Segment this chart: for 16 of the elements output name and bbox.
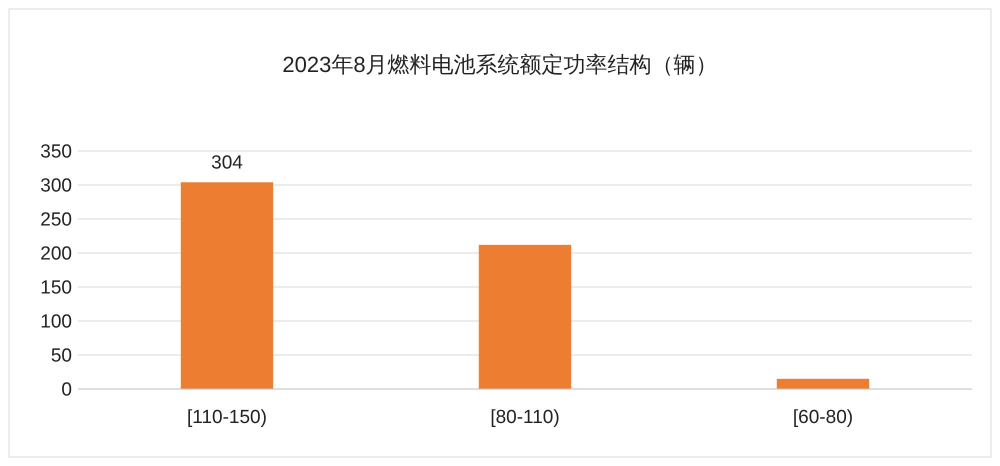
bar <box>180 182 274 389</box>
x-tick-label: [80-110) <box>490 407 560 428</box>
y-tick-label: 200 <box>40 244 72 265</box>
chart-title: 2023年8月燃料电池系统额定功率结构（辆） <box>282 52 718 77</box>
data-label: 304 <box>211 152 244 174</box>
y-tick-label: 100 <box>40 312 72 333</box>
y-tick-label: 300 <box>40 176 72 197</box>
bar <box>776 378 870 389</box>
bar <box>478 244 572 389</box>
y-tick-label: 0 <box>61 380 72 401</box>
y-tick-label: 50 <box>50 346 72 367</box>
x-tick-label: [60-80) <box>792 407 854 428</box>
y-tick-label: 250 <box>40 210 72 231</box>
y-tick-label: 150 <box>40 278 72 299</box>
x-tick-label: [110-150) <box>187 407 267 428</box>
y-tick-label: 350 <box>40 142 72 163</box>
